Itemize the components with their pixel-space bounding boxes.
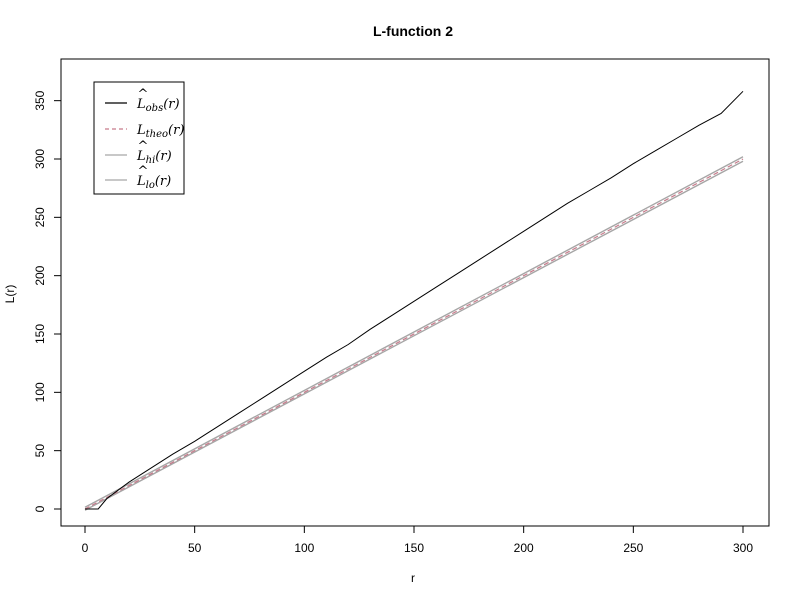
- x-axis-label: r: [411, 571, 415, 585]
- chart-title: L-function 2: [373, 23, 453, 39]
- legend-label-obs: Lobs(r): [136, 97, 180, 114]
- y-tick-label: 150: [33, 324, 47, 344]
- y-axis: 0 50 100 150 200 250 300 350: [33, 90, 62, 512]
- x-tick-label: 150: [404, 541, 424, 555]
- series-line-theo: [84, 158, 744, 510]
- legend-label-lo: Llo(r): [136, 174, 171, 191]
- x-tick-label: 250: [623, 541, 643, 555]
- y-tick-label: 300: [33, 149, 47, 169]
- series-line-hi: [84, 156, 744, 508]
- legend-hat-lo: ^: [138, 164, 149, 179]
- x-tick-label: 0: [82, 541, 89, 555]
- x-tick-label: 300: [733, 541, 753, 555]
- y-tick-label: 250: [33, 207, 47, 227]
- y-tick-label: 100: [33, 382, 47, 402]
- x-tick-label: 100: [294, 541, 314, 555]
- x-tick-label: 200: [514, 541, 534, 555]
- y-tick-label: 0: [33, 505, 47, 512]
- legend-hat-hi: ^: [138, 139, 149, 154]
- y-tick-label: 350: [33, 90, 47, 110]
- legend: Lobs(r)^Ltheo(r)Lhi(r)^Llo(r)^: [93, 81, 185, 195]
- x-tick-label: 50: [188, 541, 202, 555]
- series-layer: [84, 90, 744, 511]
- series-line-lo: [84, 160, 744, 511]
- legend-hat-obs: ^: [138, 87, 149, 102]
- y-axis-label: L(r): [3, 285, 17, 304]
- x-axis: 0 50 100 150 200 250 300: [82, 525, 753, 555]
- legend-label-theo: Ltheo(r): [136, 123, 184, 140]
- y-tick-label: 200: [33, 265, 47, 285]
- legend-box: [93, 81, 185, 195]
- y-tick-label: 50: [33, 444, 47, 458]
- series-line-obs: [85, 90, 744, 510]
- legend-label-hi: Lhi(r): [136, 149, 172, 166]
